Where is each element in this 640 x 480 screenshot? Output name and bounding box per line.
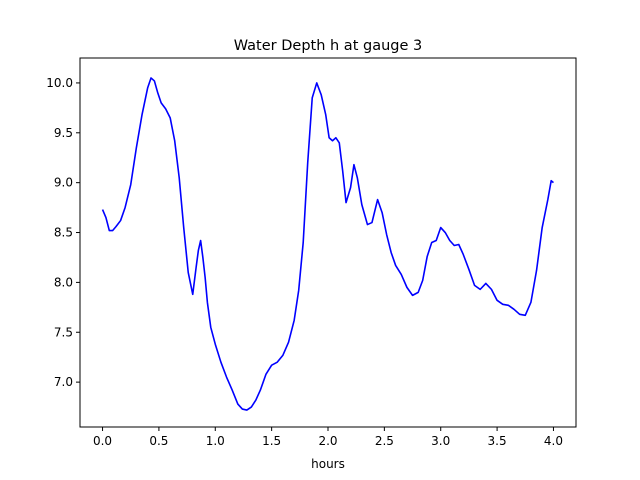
y-axis: 7.0 7.5 8.0 8.5 9.0 9.5 10.0 bbox=[46, 76, 80, 389]
x-tick-label: 0.5 bbox=[149, 434, 168, 448]
chart-title: Water Depth h at gauge 3 bbox=[234, 38, 422, 54]
y-tick-label: 10.0 bbox=[46, 76, 73, 90]
y-tick-label: 8.0 bbox=[54, 275, 73, 289]
x-axis: 0.0 0.5 1.0 1.5 2.0 2.5 3.0 3.5 4.0 bbox=[93, 427, 563, 448]
x-tick-label: 1.0 bbox=[206, 434, 225, 448]
y-tick-label: 9.5 bbox=[54, 126, 73, 140]
y-tick-label: 9.0 bbox=[54, 176, 73, 190]
x-tick-label: 2.0 bbox=[318, 434, 337, 448]
x-tick-label: 3.0 bbox=[431, 434, 450, 448]
x-tick-label: 2.5 bbox=[375, 434, 394, 448]
y-tick-label: 7.0 bbox=[54, 375, 73, 389]
x-tick-label: 1.5 bbox=[262, 434, 281, 448]
x-tick-label: 3.5 bbox=[488, 434, 507, 448]
plot-area bbox=[101, 77, 554, 411]
y-tick-label: 7.5 bbox=[54, 325, 73, 339]
y-tick-label: 8.5 bbox=[54, 226, 73, 240]
x-tick-label: 4.0 bbox=[544, 434, 563, 448]
axes-frame bbox=[79, 57, 577, 428]
series-line-0 bbox=[101, 77, 554, 411]
x-tick-label: 0.0 bbox=[93, 434, 112, 448]
x-axis-label: hours bbox=[311, 457, 345, 471]
